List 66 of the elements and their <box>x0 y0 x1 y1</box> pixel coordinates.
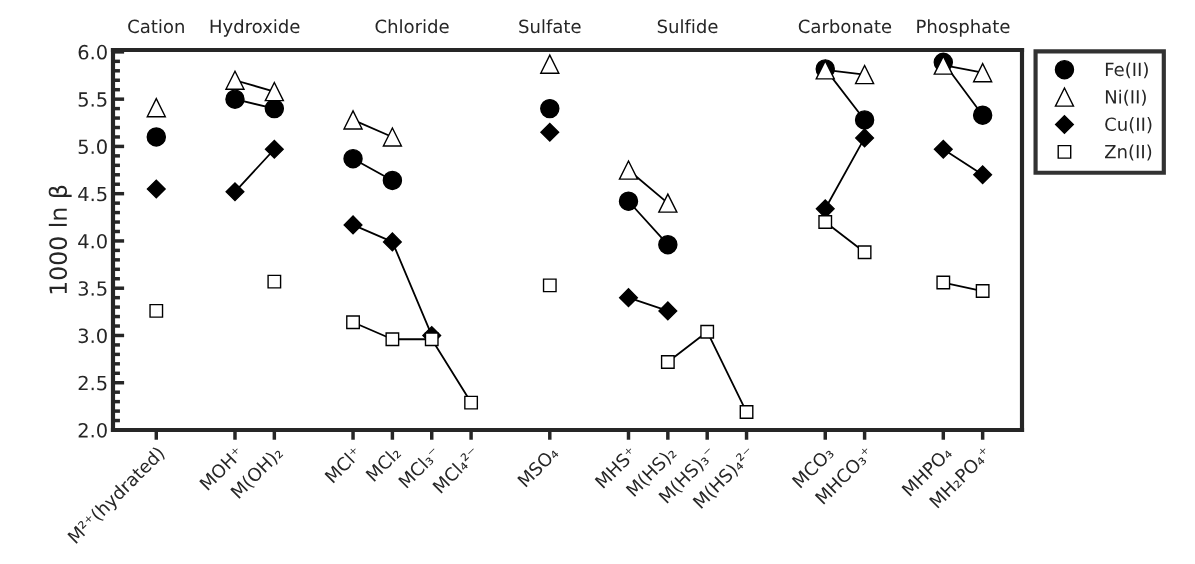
text: Sulfate <box>519 19 581 34</box>
point <box>936 275 951 290</box>
text: Sulfide <box>657 19 718 34</box>
y-tick-label: 4.0 <box>78 233 107 249</box>
point <box>540 122 560 142</box>
y-tick-label: 4.5 <box>78 186 107 202</box>
legend-label: Zn(II) <box>1105 144 1152 161</box>
point <box>660 354 675 369</box>
y-tick-label: 2.5 <box>78 375 107 391</box>
point <box>658 235 678 255</box>
y-tick-label: 3.0 <box>78 328 107 344</box>
point <box>264 98 285 119</box>
point <box>700 324 715 339</box>
point <box>382 127 403 147</box>
point <box>618 160 639 180</box>
point <box>540 98 560 119</box>
point <box>343 110 363 130</box>
point <box>854 110 875 130</box>
text: Carbonate <box>798 19 892 34</box>
point <box>818 215 833 229</box>
point <box>346 315 360 330</box>
point <box>225 89 245 109</box>
point <box>225 182 245 202</box>
y-tick-label: 5.5 <box>78 92 107 107</box>
point <box>464 395 479 410</box>
point <box>933 139 953 159</box>
point <box>382 170 403 191</box>
point <box>972 62 993 83</box>
point <box>973 165 993 185</box>
y-axis-title: 1000 ln β <box>48 185 72 294</box>
point <box>264 139 284 159</box>
point <box>343 215 363 235</box>
y-tick-label: 3.5 <box>78 281 107 296</box>
point <box>618 288 639 308</box>
y-tick-label: 5.0 <box>78 139 107 155</box>
point <box>382 232 402 252</box>
point <box>149 303 164 318</box>
text: Phosphate <box>917 19 1010 37</box>
point <box>343 148 363 169</box>
text: Chloride <box>375 19 449 34</box>
point <box>658 301 678 321</box>
point <box>975 284 990 298</box>
point <box>225 70 245 90</box>
point <box>146 127 167 147</box>
point <box>855 128 875 148</box>
point <box>618 191 639 211</box>
text: Cation <box>128 19 184 34</box>
point <box>972 105 993 125</box>
text: Hydroxide <box>210 19 300 37</box>
point <box>658 193 678 213</box>
y-tick-label: 6.0 <box>78 44 107 60</box>
legend-label: Fe(II) <box>1105 62 1148 79</box>
point <box>267 274 282 289</box>
legend-label: Cu(II) <box>1105 117 1152 134</box>
point <box>264 81 285 102</box>
point <box>857 245 872 260</box>
y-tick-label: 2.0 <box>78 422 107 438</box>
point <box>146 97 167 118</box>
point <box>540 54 560 74</box>
point <box>542 278 557 293</box>
point <box>385 332 400 347</box>
point <box>739 405 754 419</box>
point <box>146 179 166 199</box>
point <box>854 64 875 85</box>
legend-label: Ni(II) <box>1105 89 1146 106</box>
point <box>424 332 439 347</box>
